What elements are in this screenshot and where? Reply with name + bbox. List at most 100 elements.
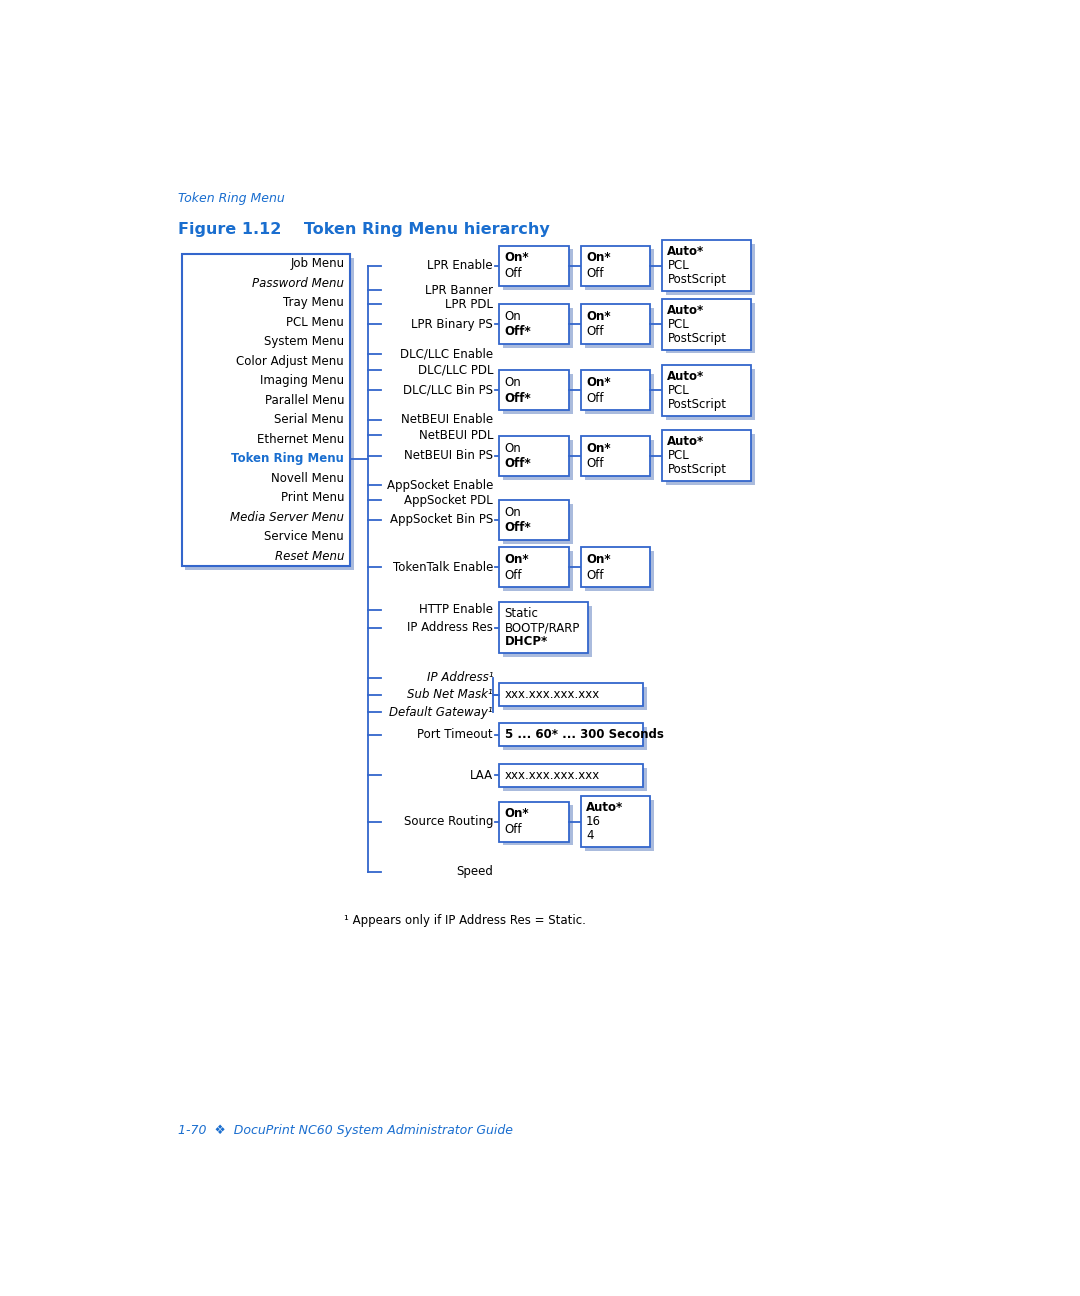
FancyBboxPatch shape	[503, 249, 572, 289]
Text: Novell Menu: Novell Menu	[271, 472, 345, 485]
Text: Print Menu: Print Menu	[281, 491, 345, 504]
Text: Off: Off	[586, 325, 604, 338]
FancyBboxPatch shape	[503, 687, 647, 710]
Text: xxx.xxx.xxx.xxx: xxx.xxx.xxx.xxx	[504, 688, 599, 701]
FancyBboxPatch shape	[581, 796, 650, 848]
Text: Color Adjust Menu: Color Adjust Menu	[237, 355, 345, 368]
Text: AppSocket PDL: AppSocket PDL	[404, 494, 494, 507]
Text: LAA: LAA	[470, 769, 494, 781]
Text: Auto*: Auto*	[667, 371, 704, 384]
Text: Serial Menu: Serial Menu	[274, 413, 345, 426]
Text: LPR Enable: LPR Enable	[428, 259, 494, 272]
Text: 1-70  ❖  DocuPrint NC60 System Administrator Guide: 1-70 ❖ DocuPrint NC60 System Administrat…	[177, 1124, 513, 1137]
FancyBboxPatch shape	[666, 302, 755, 354]
FancyBboxPatch shape	[181, 254, 350, 566]
Text: Off: Off	[586, 391, 604, 404]
Text: Figure 1.12    Token Ring Menu hierarchy: Figure 1.12 Token Ring Menu hierarchy	[177, 222, 550, 237]
FancyBboxPatch shape	[186, 258, 354, 570]
Text: Off*: Off*	[504, 457, 531, 470]
FancyBboxPatch shape	[584, 375, 654, 415]
Text: On*: On*	[586, 442, 610, 455]
Text: TokenTalk Enable: TokenTalk Enable	[393, 561, 494, 574]
FancyBboxPatch shape	[499, 305, 569, 345]
Text: PostScript: PostScript	[667, 463, 727, 476]
Text: ¹ Appears only if IP Address Res = Static.: ¹ Appears only if IP Address Res = Stati…	[345, 914, 586, 927]
Text: Speed: Speed	[456, 866, 494, 879]
Text: PostScript: PostScript	[667, 273, 727, 286]
Text: PCL: PCL	[667, 450, 689, 463]
Text: LPR PDL: LPR PDL	[445, 298, 494, 311]
Text: Port Timeout: Port Timeout	[418, 728, 494, 741]
FancyBboxPatch shape	[503, 551, 572, 591]
FancyBboxPatch shape	[499, 371, 569, 411]
Text: On*: On*	[586, 310, 610, 323]
Text: Auto*: Auto*	[667, 245, 704, 258]
Text: Sub Net Mask¹: Sub Net Mask¹	[407, 688, 494, 701]
Text: Password Menu: Password Menu	[253, 277, 345, 290]
Text: PCL: PCL	[667, 384, 689, 397]
Text: IP Address¹: IP Address¹	[427, 671, 494, 684]
Text: BOOTP/RARP: BOOTP/RARP	[504, 621, 580, 634]
Text: On: On	[504, 505, 522, 518]
FancyBboxPatch shape	[499, 500, 569, 539]
Text: IP Address Res: IP Address Res	[407, 621, 494, 634]
Text: NetBEUI Bin PS: NetBEUI Bin PS	[404, 450, 494, 463]
Text: Service Menu: Service Menu	[265, 530, 345, 543]
Text: Off: Off	[504, 267, 522, 280]
Text: Off: Off	[586, 569, 604, 582]
Text: PostScript: PostScript	[667, 332, 727, 345]
Text: LPR Banner: LPR Banner	[426, 284, 494, 297]
Text: Tray Menu: Tray Menu	[283, 297, 345, 310]
FancyBboxPatch shape	[581, 246, 650, 285]
FancyBboxPatch shape	[581, 435, 650, 476]
Text: NetBEUI Enable: NetBEUI Enable	[401, 413, 494, 426]
Text: HTTP Enable: HTTP Enable	[419, 604, 494, 617]
FancyBboxPatch shape	[503, 767, 647, 791]
FancyBboxPatch shape	[581, 547, 650, 587]
Text: Job Menu: Job Menu	[291, 258, 345, 271]
Text: On*: On*	[504, 251, 529, 264]
Text: Source Routing: Source Routing	[404, 815, 494, 828]
FancyBboxPatch shape	[662, 299, 751, 350]
FancyBboxPatch shape	[666, 434, 755, 485]
FancyBboxPatch shape	[499, 763, 643, 787]
FancyBboxPatch shape	[662, 430, 751, 481]
Text: System Menu: System Menu	[265, 336, 345, 349]
Text: DLC/LLC PDL: DLC/LLC PDL	[418, 363, 494, 376]
Text: PostScript: PostScript	[667, 398, 727, 411]
FancyBboxPatch shape	[499, 683, 643, 706]
Text: Token Ring Menu: Token Ring Menu	[231, 452, 345, 465]
Text: Off: Off	[586, 267, 604, 280]
Text: On*: On*	[586, 376, 610, 389]
FancyBboxPatch shape	[503, 375, 572, 415]
Text: On: On	[504, 376, 522, 389]
Text: Auto*: Auto*	[667, 303, 704, 316]
Text: Auto*: Auto*	[586, 801, 623, 814]
Text: DLC/LLC Bin PS: DLC/LLC Bin PS	[403, 384, 494, 397]
FancyBboxPatch shape	[499, 801, 569, 841]
Text: 4: 4	[586, 829, 594, 842]
Text: Off*: Off*	[504, 521, 531, 534]
FancyBboxPatch shape	[581, 305, 650, 345]
Text: Off: Off	[504, 569, 522, 582]
Text: PCL: PCL	[667, 259, 689, 272]
Text: DHCP*: DHCP*	[504, 635, 548, 648]
FancyBboxPatch shape	[666, 369, 755, 420]
FancyBboxPatch shape	[662, 240, 751, 292]
Text: xxx.xxx.xxx.xxx: xxx.xxx.xxx.xxx	[504, 769, 599, 781]
FancyBboxPatch shape	[503, 607, 592, 657]
Text: LPR Binary PS: LPR Binary PS	[411, 318, 494, 330]
Text: Off*: Off*	[504, 391, 531, 404]
FancyBboxPatch shape	[584, 308, 654, 349]
Text: 5 ... 60* ... 300 Seconds: 5 ... 60* ... 300 Seconds	[504, 728, 663, 741]
FancyBboxPatch shape	[584, 439, 654, 480]
Text: AppSocket Bin PS: AppSocket Bin PS	[390, 513, 494, 526]
Text: Off: Off	[586, 457, 604, 470]
FancyBboxPatch shape	[584, 800, 654, 851]
Text: On*: On*	[504, 553, 529, 566]
Text: DLC/LLC Enable: DLC/LLC Enable	[400, 347, 494, 360]
FancyBboxPatch shape	[581, 371, 650, 411]
FancyBboxPatch shape	[584, 551, 654, 591]
FancyBboxPatch shape	[503, 727, 647, 750]
Text: On: On	[504, 442, 522, 455]
